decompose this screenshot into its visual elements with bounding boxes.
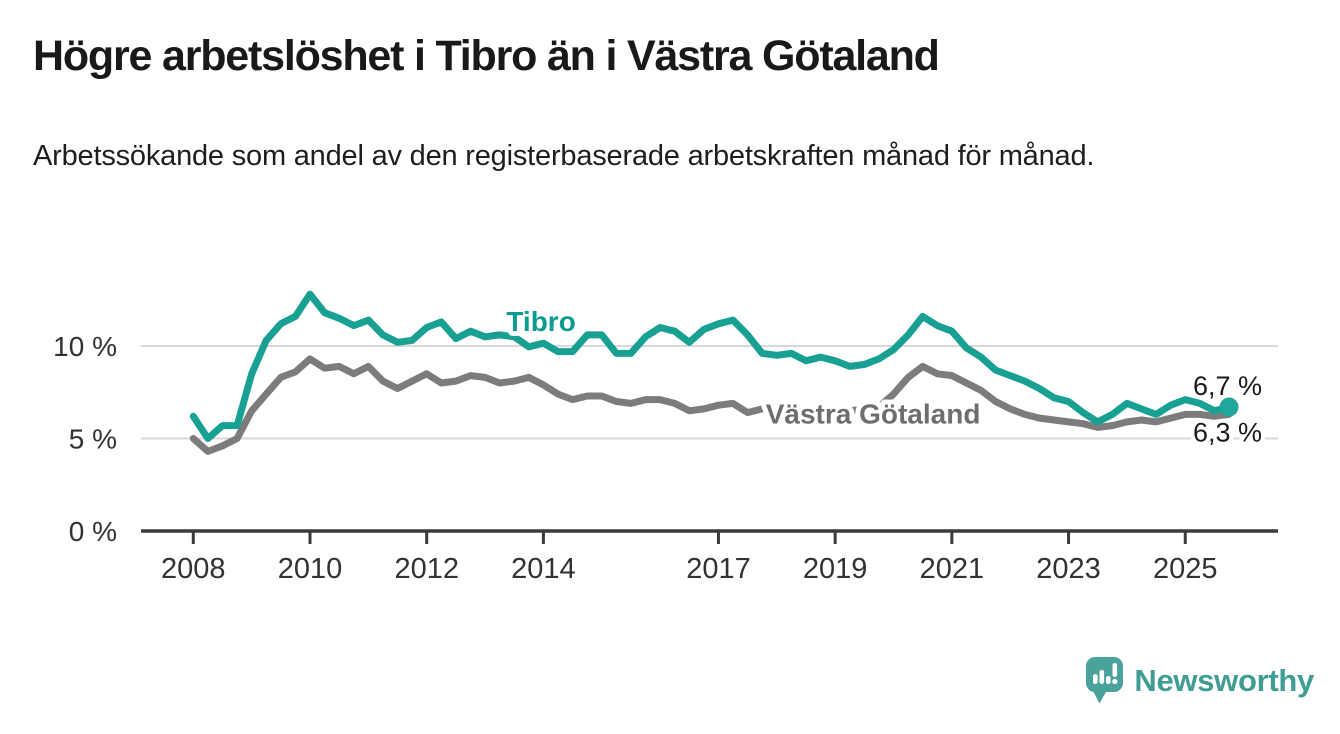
logo-exclamation-bar	[1112, 663, 1118, 677]
logo-bar-1	[1093, 674, 1098, 684]
newsworthy-logo-text: Newsworthy	[1134, 662, 1314, 698]
logo-bar-2	[1099, 670, 1105, 684]
series-end-dot-tibro	[1219, 397, 1239, 417]
end-value-label-tibro: 6,7 %	[1193, 371, 1262, 401]
x-tick-label-2012: 2012	[394, 553, 459, 585]
x-tick-label-2017: 2017	[686, 553, 751, 585]
series-line-v-stra-g-taland	[189, 355, 1233, 455]
series-line-tibro	[189, 290, 1233, 442]
logo-bar-3	[1106, 676, 1111, 684]
series-label-tibro: Tibro	[506, 306, 575, 337]
page-title: Högre arbetslöshet i Tibro än i Västra G…	[33, 32, 940, 80]
y-tick-label-0: 0 %	[69, 516, 117, 547]
y-tick-label-5: 5 %	[69, 424, 117, 455]
end-value-label-v-stra-g-taland: 6,3 %	[1193, 417, 1262, 447]
x-tick-label-2025: 2025	[1153, 553, 1218, 585]
series-label-v-stra-g-taland: Västra Götaland	[766, 399, 981, 430]
x-tick-label-2010: 2010	[278, 553, 343, 585]
page-subtitle: Arbetssökande som andel av den registerb…	[33, 140, 1095, 172]
newsworthy-logo-icon	[1086, 657, 1124, 704]
y-tick-label-10: 10 %	[53, 331, 117, 362]
x-tick-label-2008: 2008	[161, 553, 226, 585]
x-tick-label-2023: 2023	[1036, 553, 1101, 585]
x-tick-label-2019: 2019	[803, 553, 868, 585]
x-tick-label-2021: 2021	[920, 553, 985, 585]
logo-exclamation-dot	[1112, 678, 1118, 685]
x-tick-label-2014: 2014	[511, 553, 576, 585]
newsworthy-logo: Newsworthy	[1086, 657, 1314, 704]
